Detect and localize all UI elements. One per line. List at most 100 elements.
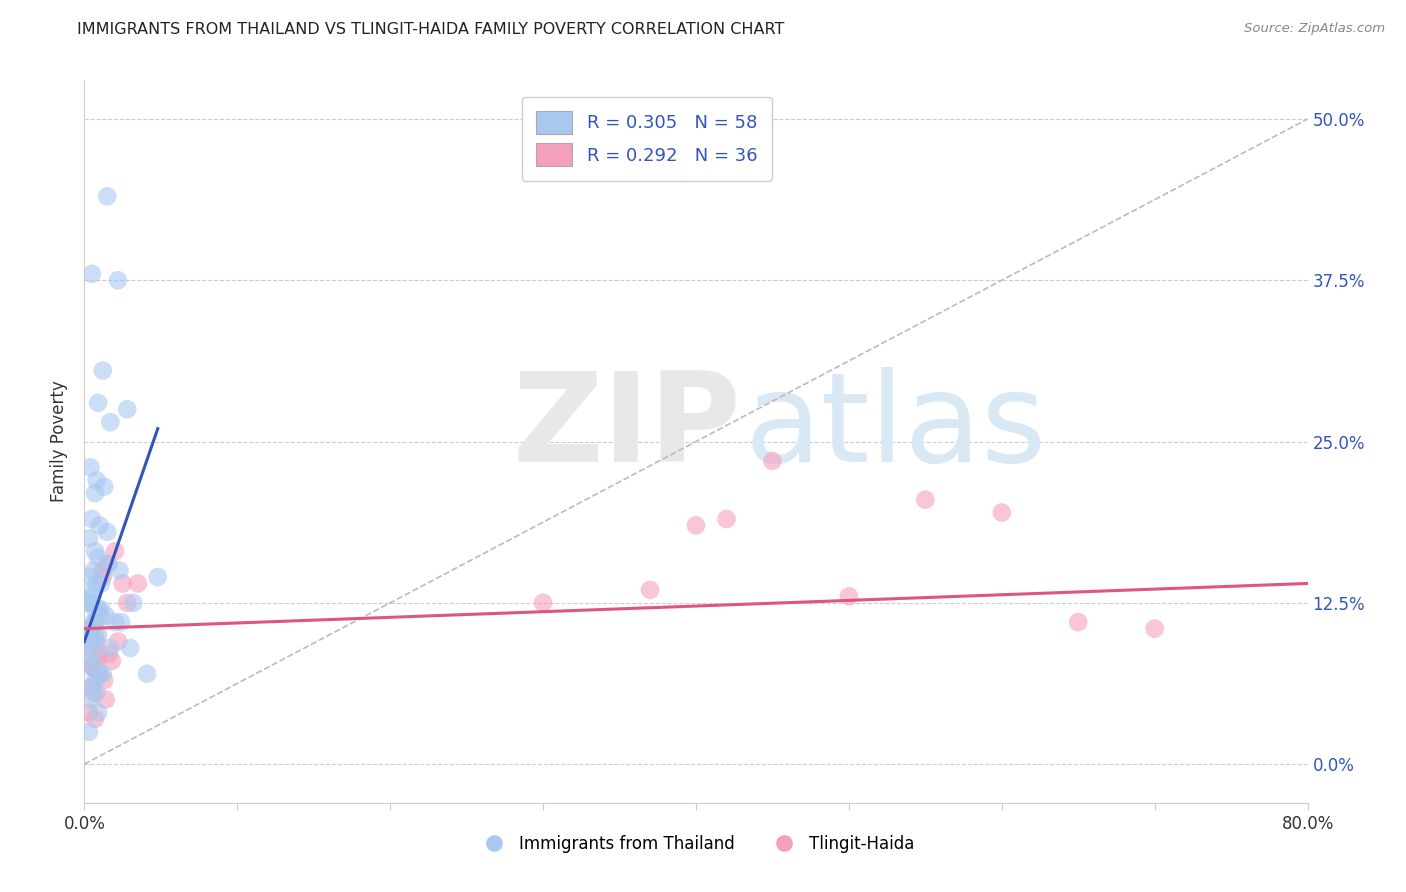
Point xyxy=(96,524,118,539)
Point xyxy=(98,640,121,655)
Point xyxy=(83,686,105,700)
Point xyxy=(91,564,114,578)
Point xyxy=(115,596,138,610)
Point xyxy=(84,615,107,630)
Point xyxy=(1067,615,1090,630)
Point xyxy=(108,564,131,578)
Point xyxy=(80,590,103,604)
Point xyxy=(531,596,554,610)
Point xyxy=(90,602,112,616)
Point xyxy=(91,363,114,377)
Point xyxy=(79,634,101,648)
Point xyxy=(79,622,101,636)
Point xyxy=(89,648,111,662)
Point xyxy=(83,660,105,674)
Point xyxy=(93,673,115,688)
Point xyxy=(122,596,145,610)
Point xyxy=(716,512,738,526)
Point xyxy=(87,706,110,720)
Point xyxy=(84,712,107,726)
Point xyxy=(83,634,105,648)
Text: atlas: atlas xyxy=(745,367,1047,488)
Y-axis label: Family Poverty: Family Poverty xyxy=(51,381,69,502)
Point xyxy=(104,544,127,558)
Point xyxy=(86,634,108,648)
Point xyxy=(80,660,103,674)
Point xyxy=(98,415,121,429)
Point xyxy=(638,582,661,597)
Point xyxy=(136,666,159,681)
Point xyxy=(914,492,936,507)
Point xyxy=(94,692,117,706)
Point xyxy=(90,576,112,591)
Point xyxy=(87,628,110,642)
Point xyxy=(80,648,103,662)
Text: ZIP: ZIP xyxy=(513,367,741,488)
Point xyxy=(110,615,132,630)
Point xyxy=(94,608,117,623)
Point xyxy=(86,615,108,630)
Point xyxy=(79,622,101,636)
Point xyxy=(79,596,101,610)
Point xyxy=(79,640,101,655)
Point xyxy=(685,518,707,533)
Point xyxy=(77,724,100,739)
Point xyxy=(77,706,100,720)
Point xyxy=(84,673,107,688)
Point xyxy=(84,544,107,558)
Point xyxy=(101,654,124,668)
Point xyxy=(83,582,105,597)
Point xyxy=(115,402,138,417)
Point xyxy=(80,680,103,694)
Point xyxy=(93,480,115,494)
Point xyxy=(89,518,111,533)
Point xyxy=(79,460,101,475)
Point xyxy=(127,576,149,591)
Point xyxy=(84,628,107,642)
Point xyxy=(83,564,105,578)
Point xyxy=(87,666,110,681)
Point xyxy=(89,608,111,623)
Point xyxy=(86,686,108,700)
Point xyxy=(77,531,100,545)
Point xyxy=(80,622,103,636)
Point xyxy=(87,396,110,410)
Point xyxy=(991,506,1014,520)
Point xyxy=(91,570,114,584)
Point xyxy=(83,660,105,674)
Point xyxy=(79,692,101,706)
Point xyxy=(107,634,129,648)
Point xyxy=(97,557,120,571)
Point xyxy=(97,648,120,662)
Point xyxy=(80,622,103,636)
Point xyxy=(86,576,108,591)
Text: Source: ZipAtlas.com: Source: ZipAtlas.com xyxy=(1244,22,1385,36)
Point xyxy=(80,512,103,526)
Point xyxy=(87,550,110,565)
Point xyxy=(89,666,111,681)
Point xyxy=(79,570,101,584)
Point xyxy=(104,615,127,630)
Point xyxy=(838,590,860,604)
Point xyxy=(111,576,134,591)
Point xyxy=(1143,622,1166,636)
Point xyxy=(84,602,107,616)
Point xyxy=(96,557,118,571)
Point xyxy=(80,267,103,281)
Point xyxy=(83,615,105,630)
Point xyxy=(107,273,129,287)
Point xyxy=(86,654,108,668)
Point xyxy=(86,473,108,487)
Text: IMMIGRANTS FROM THAILAND VS TLINGIT-HAIDA FAMILY POVERTY CORRELATION CHART: IMMIGRANTS FROM THAILAND VS TLINGIT-HAID… xyxy=(77,22,785,37)
Point xyxy=(91,666,114,681)
Point xyxy=(120,640,142,655)
Point xyxy=(77,596,100,610)
Point xyxy=(761,454,783,468)
Point xyxy=(87,602,110,616)
Point xyxy=(146,570,169,584)
Point xyxy=(77,654,100,668)
Point xyxy=(96,189,118,203)
Point xyxy=(84,486,107,500)
Point xyxy=(80,680,103,694)
Legend: Immigrants from Thailand, Tlingit-Haida: Immigrants from Thailand, Tlingit-Haida xyxy=(471,828,921,860)
